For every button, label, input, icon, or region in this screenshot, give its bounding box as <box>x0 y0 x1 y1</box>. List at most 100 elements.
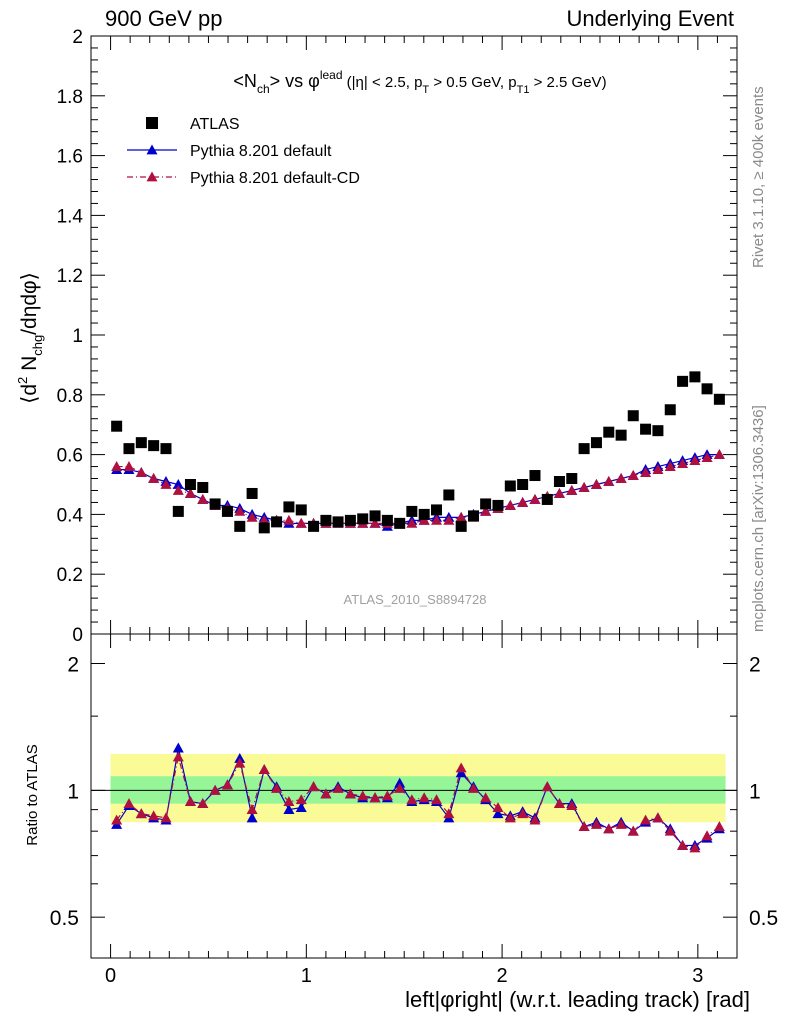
series-atlas-point <box>713 393 725 405</box>
ratio-default-cd-point <box>246 804 258 815</box>
series-atlas-point <box>504 480 516 492</box>
ratio-default-cd-point <box>160 812 172 823</box>
ratio-default-cd-point <box>689 842 701 853</box>
series-default-cd-point <box>701 452 713 462</box>
ratio-default-cd-point <box>627 825 639 836</box>
series-atlas-point <box>332 516 344 528</box>
series-atlas-point <box>553 476 565 488</box>
ratio-default-cd-point <box>221 779 233 790</box>
series-default-cd-point <box>713 449 725 459</box>
ratio-default-cd-point <box>431 794 443 805</box>
series-default-cd-point <box>677 458 689 468</box>
series-atlas-point <box>320 514 332 526</box>
ratio-default-cd-point <box>615 818 627 829</box>
y-tick-label: 1.4 <box>57 206 84 227</box>
series-atlas-point <box>148 440 160 452</box>
y-tick-label: 1.8 <box>57 87 83 108</box>
x-tick-label: 0 <box>105 965 116 987</box>
ratio-default-cd-point <box>344 788 356 799</box>
series-atlas-point <box>271 516 283 528</box>
series-default-cd-point <box>504 499 516 510</box>
ratio-default-cd-point <box>480 792 492 803</box>
series-default-cd-point <box>443 514 455 525</box>
series-atlas-point <box>640 423 652 435</box>
ratio-default-point <box>394 777 406 788</box>
ratio-default-cd-point <box>234 757 246 768</box>
series-default-cd-point <box>640 467 652 477</box>
series-default-cd-point <box>590 479 602 489</box>
series-default-point <box>172 479 184 489</box>
ratio-default-cd-point <box>320 788 332 799</box>
series-atlas-point <box>443 489 455 501</box>
ratio-default-cd-point <box>504 812 516 823</box>
ratio-default-cd-point <box>258 764 270 775</box>
series-atlas-point <box>627 410 639 422</box>
series-atlas-point <box>246 487 258 499</box>
series-atlas-point <box>123 443 135 455</box>
series-default-cd-point <box>184 487 196 498</box>
series-default-cd-point <box>295 517 307 528</box>
series-default-cd-point <box>135 467 147 477</box>
ratio-default-cd-point <box>529 814 541 825</box>
ratio-y-tick-label: 2 <box>67 654 79 677</box>
series-atlas-point <box>541 493 553 505</box>
series-default-cd-point <box>578 481 590 492</box>
ratio-frame <box>90 633 738 959</box>
series-atlas-point <box>431 504 443 516</box>
series-atlas-point <box>221 505 233 517</box>
series-default-cd-point <box>197 493 209 504</box>
ratio-default-cd-point <box>590 818 602 829</box>
series-atlas-point <box>701 383 713 395</box>
series-default-cd-point <box>160 479 172 489</box>
series-default-cd-point <box>246 511 258 522</box>
series-default-cd-point <box>123 461 135 471</box>
ratio-default-cd-point <box>640 814 652 825</box>
series-atlas-point <box>209 498 221 510</box>
plot-title: <Nch> vs φlead (|η| < 2.5, pT > 0.5 GeV,… <box>233 68 606 96</box>
y-tick-label: 0.6 <box>57 446 83 467</box>
series-atlas-point <box>369 510 381 522</box>
ratio-default-cd-point <box>123 798 135 809</box>
header-right-label: Underlying Event <box>566 6 734 31</box>
ratio-default-cd-point <box>197 798 209 809</box>
series-default-cd-point <box>111 461 123 471</box>
ratio-default-cd-point <box>357 790 369 801</box>
series-default-cd-point <box>615 473 627 483</box>
series-atlas-point <box>308 520 320 532</box>
series-atlas-point <box>664 404 676 416</box>
ratio-default-cd-point <box>553 798 565 809</box>
ratio-y-tick-label: 0.5 <box>50 907 79 930</box>
series-default-cd-point <box>234 505 246 516</box>
ratio-default-cd-point <box>172 751 184 762</box>
series-atlas-point <box>492 499 504 511</box>
x-tick-label: 1 <box>301 965 312 987</box>
series-atlas-point <box>566 473 578 485</box>
ratio-default-cd-point <box>664 825 676 836</box>
x-tick-label: 3 <box>692 965 703 987</box>
ratio-default-cd-point <box>468 783 480 793</box>
ratio-default-cd-point <box>517 808 529 819</box>
ratio-default-cd-point <box>455 762 467 773</box>
legend-atlas-marker <box>146 117 158 129</box>
series-default-cd-point <box>664 461 676 471</box>
series-default-cd-point <box>172 484 184 495</box>
y-tick-label: 2 <box>72 27 83 48</box>
series-atlas-point <box>603 426 615 438</box>
ratio-default-point <box>283 804 295 815</box>
analysis-watermark: ATLAS_2010_S8894728 <box>344 592 487 607</box>
series-atlas-point <box>455 520 467 532</box>
main-frame <box>90 35 738 635</box>
y-axis-label: ⟨d2 Nchg/dηdφ⟩ <box>15 272 45 404</box>
ratio-default-cd-point <box>308 781 320 792</box>
ratio-default-point <box>492 808 504 819</box>
y-tick-label: 1.2 <box>57 266 83 287</box>
y-tick-label: 0.8 <box>57 386 83 407</box>
ratio-default-cd-point <box>283 796 295 807</box>
legend-default-cd-marker <box>146 171 158 182</box>
y-tick-label: 0.2 <box>57 565 83 586</box>
series-atlas-point <box>578 443 590 455</box>
ratio-panel: 0 1 2 3 0.5 0.5 1 1 2 2 <box>50 36 778 987</box>
series-atlas-point <box>677 375 689 387</box>
series-atlas-point <box>689 371 701 383</box>
series-atlas-point <box>160 443 172 455</box>
